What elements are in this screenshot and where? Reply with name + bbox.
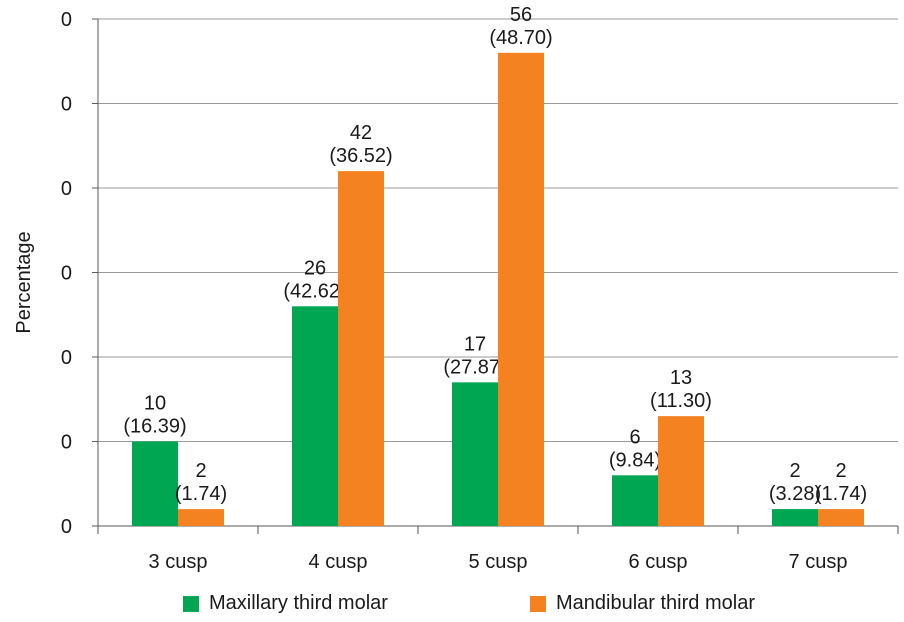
bar-mandibular xyxy=(338,171,384,526)
y-tick-label: 0 xyxy=(61,347,72,369)
y-tick-label: 0 xyxy=(61,178,72,200)
bar-mandibular xyxy=(818,509,864,526)
data-label-percentage: (11.30) xyxy=(650,390,712,412)
bar-maxillary xyxy=(132,441,178,526)
data-label-percentage: (1.74) xyxy=(815,483,867,505)
legend-item-mandibular: Mandibular third molar xyxy=(530,592,755,615)
bar-mandibular xyxy=(498,52,544,527)
data-label-count: 26 xyxy=(304,257,326,279)
data-label-count: 17 xyxy=(464,333,486,355)
data-label-count: 2 xyxy=(835,460,846,482)
legend-item-maxillary: Maxillary third molar xyxy=(183,592,388,615)
bar-maxillary xyxy=(452,382,498,526)
x-tick-label: 7 cusp xyxy=(789,551,848,573)
data-label-percentage: (16.39) xyxy=(123,416,186,438)
legend-swatch-mandibular xyxy=(530,595,546,612)
data-label-count: 2 xyxy=(195,460,206,482)
y-tick-label: 0 xyxy=(61,263,72,285)
bar-maxillary xyxy=(772,509,818,526)
bar-maxillary xyxy=(612,475,658,526)
y-tick-label: 0 xyxy=(61,9,72,31)
y-tick-label: 0 xyxy=(61,432,72,454)
data-label-percentage: (48.70) xyxy=(489,27,552,49)
data-label-count: 56 xyxy=(510,4,532,26)
data-label-count: 2 xyxy=(789,460,800,482)
data-label-percentage: (3.28) xyxy=(769,483,821,505)
legend-label-maxillary: Maxillary third molar xyxy=(209,592,388,614)
x-tick-label: 4 cusp xyxy=(309,551,368,573)
x-tick-label: 3 cusp xyxy=(149,551,208,573)
x-tick-label: 6 cusp xyxy=(629,551,688,573)
data-label-percentage: (42.62) xyxy=(283,280,346,302)
data-label-count: 13 xyxy=(670,367,692,389)
legend-swatch-maxillary xyxy=(183,595,199,612)
legend: Maxillary third molar Mandibular third m… xyxy=(0,592,904,622)
y-tick-label: 0 xyxy=(61,516,72,538)
y-tick-label: 0 xyxy=(61,94,72,116)
data-label-percentage: (1.74) xyxy=(175,483,227,505)
data-label-count: 10 xyxy=(144,393,166,415)
data-label-percentage: (36.52) xyxy=(329,145,392,167)
bar-mandibular xyxy=(658,416,704,526)
data-label-percentage: (9.84) xyxy=(609,449,661,471)
bar-maxillary xyxy=(292,306,338,526)
y-axis-label: Percentage xyxy=(13,231,35,333)
data-label-count: 42 xyxy=(350,122,372,144)
data-label-percentage: (27.87) xyxy=(443,356,506,378)
x-tick-label: 5 cusp xyxy=(469,551,528,573)
bar-mandibular xyxy=(178,509,224,526)
legend-label-mandibular: Mandibular third molar xyxy=(556,592,755,614)
data-label-count: 6 xyxy=(629,426,640,448)
